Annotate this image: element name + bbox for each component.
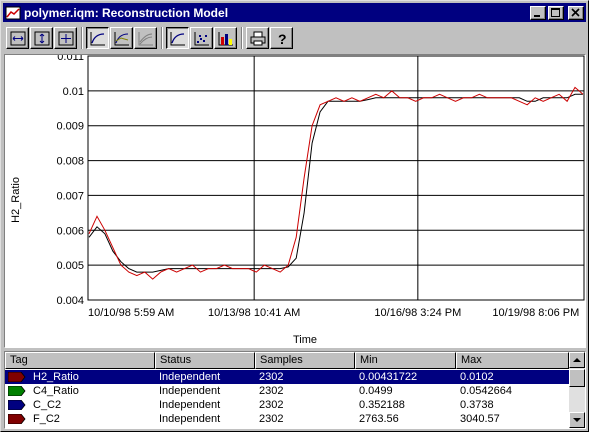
multi-trend-icon[interactable]	[110, 27, 133, 49]
scroll-thumb[interactable]	[569, 369, 585, 387]
smooth-trend-icon[interactable]	[134, 27, 157, 49]
cell-max: 3040.57	[460, 413, 500, 425]
x-tick-label: 10/10/98 5:59 AM	[88, 307, 174, 319]
cell-min: 2763.56	[359, 413, 399, 425]
cell-min: 0.352188	[359, 399, 405, 411]
app-icon	[5, 5, 21, 21]
tag-color-swatch	[7, 413, 26, 425]
fit-width-icon[interactable]	[6, 27, 29, 49]
title-bar[interactable]: polymer.iqm: Reconstruction Model	[3, 3, 586, 22]
table-row[interactable]: C4_Ratio Independent 2302 0.0499 0.0542664	[5, 384, 569, 398]
cell-samples: 2302	[259, 399, 284, 411]
tag-color-swatch	[7, 371, 26, 383]
y-tick-label: 0.01	[63, 86, 84, 98]
scroll-down-button[interactable]	[569, 412, 585, 428]
column-header-status[interactable]: Status	[155, 352, 255, 369]
scroll-up-button[interactable]	[569, 352, 585, 368]
window-title: polymer.iqm: Reconstruction Model	[24, 5, 229, 20]
cell-tag: F_C2	[33, 413, 60, 425]
column-header-max[interactable]: Max	[456, 352, 569, 369]
maximize-button[interactable]	[548, 5, 564, 20]
y-tick-label: 0.007	[56, 190, 84, 202]
print-icon[interactable]	[246, 27, 269, 49]
cell-tag: C4_Ratio	[33, 385, 79, 397]
series-line-1	[88, 86, 584, 280]
y-tick-label: 0.005	[56, 260, 84, 272]
bar-chart-icon[interactable]	[214, 27, 237, 49]
cell-max: 0.0542664	[460, 385, 512, 397]
cell-max: 0.3738	[460, 399, 494, 411]
tag-table: Tag Status Samples Min Max H2_Ratio Independe…	[4, 351, 586, 429]
cell-min: 0.0499	[359, 385, 393, 397]
x-tick-label: 10/16/98 3:24 PM	[374, 307, 461, 319]
y-tick-label: 0.006	[56, 225, 84, 237]
line-chart-icon[interactable]	[166, 27, 189, 49]
y-tick-label: 0.008	[56, 156, 84, 168]
cell-tag: C_C2	[33, 399, 62, 411]
column-header-min[interactable]: Min	[355, 352, 456, 369]
y-axis-label: H2_Ratio	[10, 177, 22, 223]
x-axis-label: Time	[293, 334, 317, 346]
table-row[interactable]: F_C2 Independent 2302 2763.56 3040.57	[5, 412, 569, 426]
tag-color-swatch	[7, 385, 26, 397]
cell-samples: 2302	[259, 413, 284, 425]
cell-status: Independent	[159, 399, 221, 411]
cell-tag: H2_Ratio	[33, 371, 79, 383]
column-header-samples[interactable]: Samples	[255, 352, 355, 369]
minimize-button[interactable]	[530, 5, 546, 20]
trend-chart[interactable]: 0.0110.010.0090.0080.0070.0060.0050.004 …	[5, 51, 585, 347]
cell-min: 0.00431722	[359, 371, 418, 383]
help-icon[interactable]: ?	[270, 27, 293, 49]
y-tick-label: 0.004	[56, 295, 84, 307]
chart-panel: 0.011 0.01 0.009 0.008 0.007 0.006 0.005 0.004 …	[4, 51, 586, 348]
trend-icon[interactable]	[86, 27, 109, 49]
fit-height-icon[interactable]	[30, 27, 53, 49]
table-row[interactable]: C_C2 Independent 2302 0.352188 0.3738	[5, 398, 569, 412]
vertical-scrollbar[interactable]	[569, 352, 585, 428]
cell-status: Independent	[159, 371, 221, 383]
x-tick-label: 10/19/98 8:06 PM	[492, 307, 579, 319]
cell-max: 0.0102	[460, 371, 494, 383]
fit-all-icon[interactable]	[54, 27, 77, 49]
tag-color-swatch	[7, 399, 26, 411]
y-tick-label: 0.011	[57, 55, 84, 63]
column-header-tag[interactable]: Tag	[5, 352, 155, 369]
cell-status: Independent	[159, 385, 221, 397]
cell-status: Independent	[159, 413, 221, 425]
plot-area	[87, 55, 585, 301]
svg-text:?: ?	[278, 31, 287, 46]
cell-samples: 2302	[259, 371, 284, 383]
y-tick-label: 0.009	[56, 121, 84, 133]
toolbar: ?	[4, 25, 585, 53]
scatter-icon[interactable]	[190, 27, 213, 49]
table-row[interactable]: H2_Ratio Independent 2302 0.00431722 0.0102	[5, 370, 569, 384]
close-button[interactable]	[568, 5, 584, 20]
x-tick-label: 10/13/98 10:41 AM	[208, 307, 300, 319]
cell-samples: 2302	[259, 385, 284, 397]
